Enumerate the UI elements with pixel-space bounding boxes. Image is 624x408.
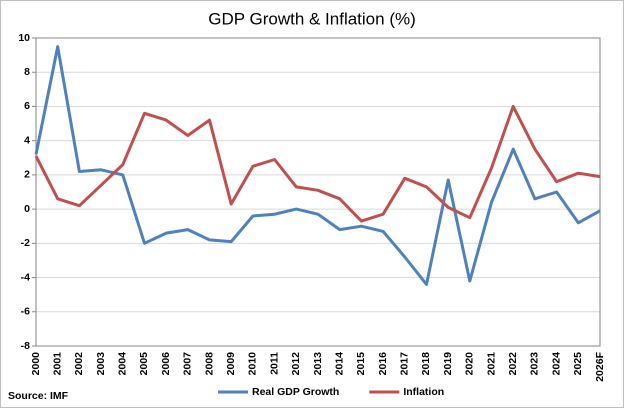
y-tick-label: 0: [24, 203, 30, 215]
source-note: Source: IMF: [8, 390, 69, 402]
y-tick-label: 4: [24, 134, 30, 146]
x-tick-label: 2008: [203, 352, 215, 376]
x-tick-label: 2004: [117, 352, 129, 376]
x-tick-label: 2011: [268, 352, 280, 375]
y-tick-label: 10: [18, 32, 30, 44]
x-tick-label: 2020: [464, 352, 476, 376]
x-tick-label: 2000: [30, 352, 42, 376]
x-tick-label: 2003: [95, 352, 107, 376]
x-tick-label: 2018: [420, 352, 432, 376]
line-series: [34, 45, 601, 286]
x-tick-label: 2024: [550, 352, 562, 376]
line-series: [34, 104, 601, 223]
plot-border: [35, 37, 601, 347]
x-tick-label: 2019: [442, 352, 454, 376]
y-tick-label: -4: [21, 271, 30, 283]
chart-title: GDP Growth & Inflation (%): [208, 9, 416, 28]
x-tick-label: 2010: [247, 352, 259, 376]
y-tick-label: -6: [21, 306, 30, 318]
x-tick-label: 2002: [73, 352, 85, 376]
y-tick-label: -2: [21, 237, 30, 249]
x-tick-label: 2005: [138, 352, 150, 376]
y-tick-label: 2: [24, 169, 30, 181]
x-tick-label: 2014: [333, 352, 345, 376]
x-tick-label: 2017: [399, 352, 411, 376]
x-tick-label: 2006: [160, 352, 172, 376]
y-tick-label: 6: [24, 100, 30, 112]
x-tick-label: 2009: [225, 352, 237, 376]
x-tick-label: 2023: [529, 352, 541, 376]
x-tick-label: 2007: [182, 352, 194, 376]
x-tick-label: 2001: [51, 352, 63, 376]
x-tick-label: 2012: [290, 352, 302, 376]
x-tick-label: 2026F: [594, 351, 606, 381]
x-tick-label: 2025: [572, 352, 584, 376]
legend-label: Inflation: [403, 386, 444, 398]
x-tick-label: 2021: [485, 352, 497, 376]
x-tick-label: 2015: [355, 352, 367, 376]
y-tick-label: -8: [21, 340, 30, 352]
legend-label: Real GDP Growth: [252, 386, 339, 398]
x-tick-label: 2016: [377, 352, 389, 376]
y-tick-label: 8: [24, 66, 30, 78]
x-tick-label: 2013: [312, 352, 324, 376]
x-tick-label: 2022: [507, 352, 519, 376]
